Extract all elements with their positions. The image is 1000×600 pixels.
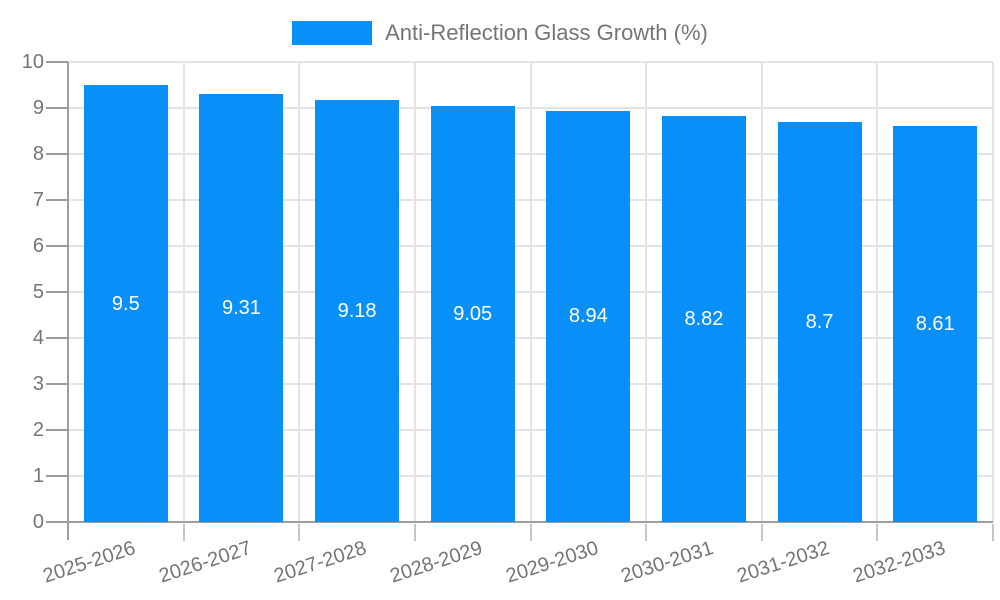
gridline-vertical [413, 62, 416, 522]
legend[interactable]: Anti-Reflection Glass Growth (%) [0, 20, 1000, 46]
y-axis-line [67, 62, 69, 540]
x-axis-tick [992, 524, 994, 541]
x-axis-category-label: 2026-2027 [156, 537, 254, 588]
y-axis-tick-label: 9 [32, 97, 44, 119]
y-axis-tick-label: 2 [32, 419, 44, 441]
bar[interactable] [893, 125, 978, 522]
x-axis-category-label: 2031-2032 [734, 537, 833, 588]
bar-value-label: 8.82 [684, 308, 724, 331]
x-axis-tick [182, 524, 185, 541]
y-axis-tick-label: 8 [32, 143, 44, 165]
x-axis-tick [645, 524, 648, 541]
x-axis-category-label: 2029-2030 [503, 537, 601, 588]
x-axis-tick [413, 524, 416, 541]
gridline-vertical [529, 62, 532, 522]
bar-value-label: 9.18 [337, 299, 377, 322]
bar[interactable] [315, 99, 400, 522]
x-axis-tick [298, 524, 301, 541]
y-axis-tick [46, 429, 68, 431]
y-axis-tick-label: 0 [32, 511, 44, 533]
y-axis-tick-label: 7 [32, 189, 44, 211]
x-axis-category-label: 2032-2033 [849, 537, 948, 588]
legend-swatch[interactable] [292, 21, 373, 46]
gridline-vertical [645, 62, 648, 522]
y-axis-tick-label: 5 [32, 281, 44, 303]
y-axis-tick [46, 475, 68, 477]
bar-value-label: 9.5 [111, 292, 140, 315]
bar-value-label: 8.7 [805, 310, 834, 333]
bar[interactable] [430, 105, 515, 522]
x-axis-category-label: 2028-2029 [387, 537, 486, 588]
bar[interactable] [777, 121, 862, 522]
gridline-vertical [876, 62, 879, 522]
bar-value-label: 9.31 [221, 296, 261, 319]
bar[interactable] [199, 93, 284, 522]
y-axis-tick-label: 3 [32, 373, 44, 395]
x-axis-category-label: 2027-2028 [271, 537, 370, 588]
x-axis-tick [529, 524, 532, 541]
y-axis-tick-label: 1 [32, 465, 44, 487]
y-axis-tick [46, 153, 68, 155]
bar-value-label: 8.94 [568, 305, 608, 328]
y-axis-tick-label: 10 [21, 51, 44, 73]
legend-label: Anti-Reflection Glass Growth (%) [385, 20, 708, 45]
bar[interactable] [83, 85, 168, 522]
x-axis-tick [876, 524, 879, 541]
y-axis-tick [46, 61, 68, 63]
y-axis-tick [46, 199, 68, 201]
y-axis-tick [46, 521, 68, 523]
gridline-vertical [760, 62, 763, 522]
x-axis-line [66, 521, 993, 523]
x-axis-tick [760, 524, 763, 541]
x-axis-category-label: 2030-2031 [618, 537, 717, 588]
bar[interactable] [546, 110, 631, 522]
y-axis-tick-label: 6 [32, 235, 44, 257]
x-axis-category-label: 2025-2026 [40, 537, 139, 588]
y-axis-tick [46, 383, 68, 385]
gridline-vertical [182, 62, 185, 522]
y-axis-tick [46, 337, 68, 339]
y-axis-tick [46, 245, 68, 247]
y-axis-tick [46, 107, 68, 109]
y-axis-tick-label: 4 [32, 327, 44, 349]
y-axis-tick [46, 291, 68, 293]
bar-value-label: 9.05 [453, 302, 493, 325]
bar-value-label: 8.61 [915, 312, 955, 335]
gridline-vertical [298, 62, 301, 522]
gridline-vertical [992, 62, 994, 522]
bar[interactable] [661, 116, 746, 522]
